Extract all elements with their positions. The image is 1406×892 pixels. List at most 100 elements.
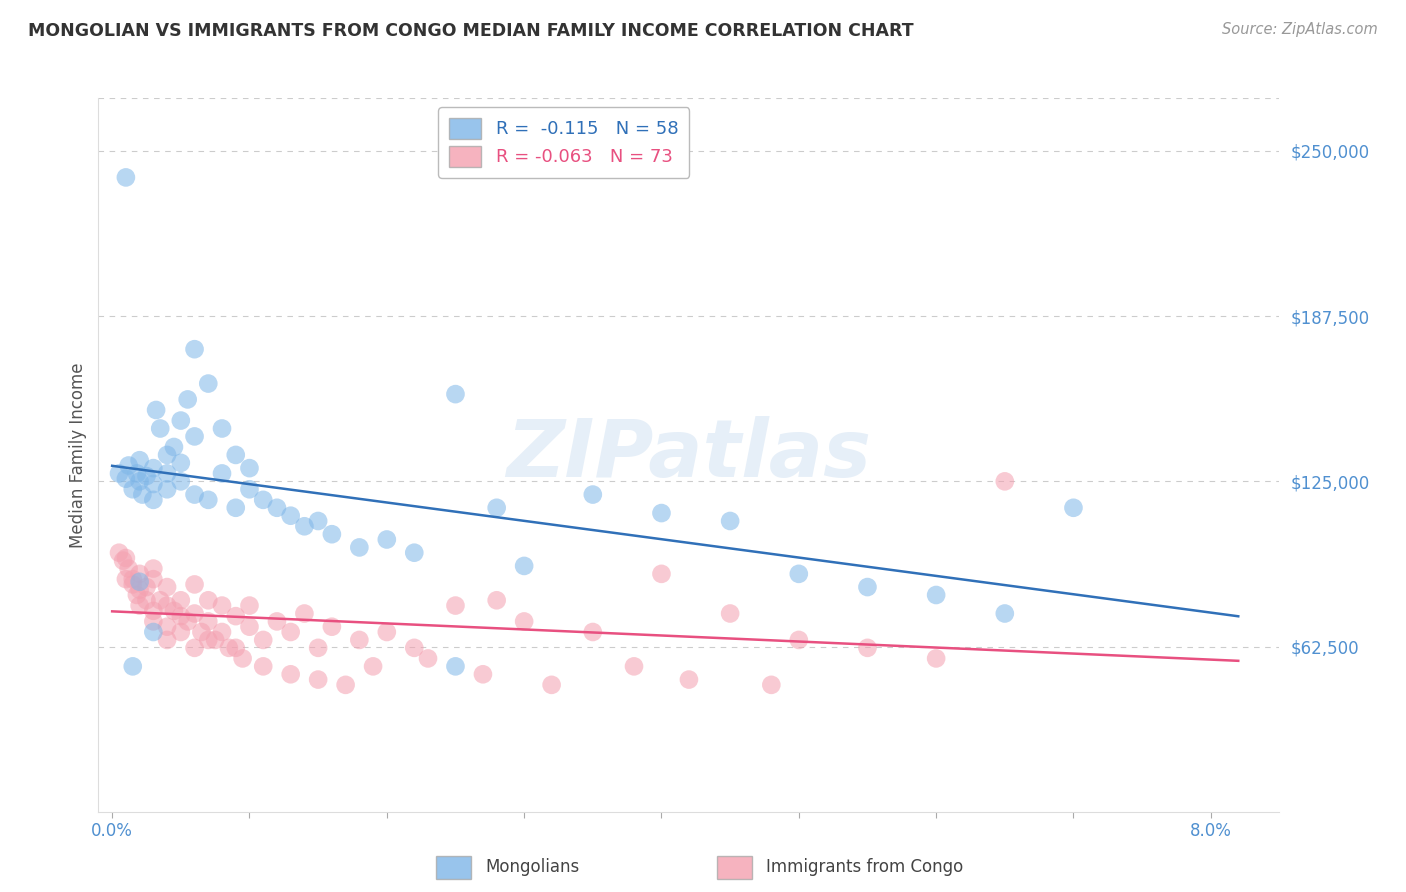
Point bbox=[115, 170, 138, 185]
Point bbox=[128, 574, 150, 589]
Point bbox=[108, 546, 131, 560]
Point bbox=[218, 640, 240, 655]
Point bbox=[925, 588, 948, 602]
Point bbox=[211, 625, 233, 640]
Point bbox=[156, 632, 179, 647]
Point bbox=[190, 625, 212, 640]
Point bbox=[444, 599, 467, 613]
Point bbox=[349, 632, 371, 647]
Point bbox=[135, 593, 157, 607]
Text: Mongolians: Mongolians bbox=[485, 858, 579, 876]
Point bbox=[156, 483, 179, 497]
Point bbox=[582, 625, 605, 640]
Point bbox=[142, 561, 165, 575]
Point bbox=[121, 483, 143, 497]
Point bbox=[623, 659, 645, 673]
Point bbox=[128, 599, 150, 613]
Point bbox=[121, 577, 143, 591]
Point bbox=[112, 554, 135, 568]
Point bbox=[183, 577, 205, 591]
Point bbox=[404, 546, 426, 560]
Point bbox=[183, 429, 205, 443]
Point bbox=[321, 527, 343, 541]
Point bbox=[156, 620, 179, 634]
Point bbox=[149, 593, 172, 607]
Point bbox=[252, 492, 274, 507]
Point bbox=[125, 588, 148, 602]
Point bbox=[307, 640, 329, 655]
Point bbox=[994, 607, 1017, 621]
Point bbox=[197, 615, 219, 629]
Point bbox=[485, 593, 508, 607]
Point bbox=[142, 461, 165, 475]
Point bbox=[170, 593, 193, 607]
Point bbox=[225, 500, 247, 515]
Point bbox=[650, 506, 672, 520]
Point bbox=[197, 492, 219, 507]
Point bbox=[678, 673, 700, 687]
Point bbox=[444, 387, 467, 401]
Point bbox=[307, 514, 329, 528]
Point bbox=[650, 566, 672, 581]
Point bbox=[513, 558, 536, 573]
Point bbox=[142, 492, 165, 507]
Point bbox=[252, 632, 274, 647]
Point bbox=[238, 599, 260, 613]
Point bbox=[404, 640, 426, 655]
Point bbox=[115, 472, 138, 486]
Point bbox=[115, 551, 138, 566]
Point bbox=[349, 541, 371, 555]
Point bbox=[121, 572, 143, 586]
Point bbox=[121, 659, 143, 673]
Point bbox=[176, 615, 198, 629]
Text: ZIPatlas: ZIPatlas bbox=[506, 416, 872, 494]
Point bbox=[361, 659, 384, 673]
Point bbox=[170, 475, 193, 489]
Point bbox=[142, 625, 165, 640]
Point bbox=[266, 615, 288, 629]
Point bbox=[156, 467, 179, 481]
Point bbox=[125, 467, 148, 481]
Point bbox=[183, 640, 205, 655]
Point bbox=[156, 580, 179, 594]
Point bbox=[513, 615, 536, 629]
Point bbox=[718, 607, 741, 621]
Point bbox=[204, 632, 226, 647]
Point bbox=[444, 659, 467, 673]
Point bbox=[142, 572, 165, 586]
Point bbox=[280, 625, 302, 640]
Point bbox=[211, 599, 233, 613]
Point bbox=[108, 467, 131, 481]
Point bbox=[145, 403, 167, 417]
Text: MONGOLIAN VS IMMIGRANTS FROM CONGO MEDIAN FAMILY INCOME CORRELATION CHART: MONGOLIAN VS IMMIGRANTS FROM CONGO MEDIA… bbox=[28, 22, 914, 40]
Point bbox=[135, 469, 157, 483]
Point bbox=[142, 477, 165, 491]
Point bbox=[238, 620, 260, 634]
Point bbox=[135, 580, 157, 594]
Point bbox=[128, 475, 150, 489]
Point bbox=[718, 514, 741, 528]
Point bbox=[115, 572, 138, 586]
Point bbox=[321, 620, 343, 634]
Point bbox=[170, 456, 193, 470]
Y-axis label: Median Family Income: Median Family Income bbox=[69, 362, 87, 548]
Point bbox=[183, 487, 205, 501]
Point bbox=[416, 651, 439, 665]
Point bbox=[856, 580, 879, 594]
Point bbox=[471, 667, 494, 681]
Point bbox=[787, 632, 810, 647]
Point bbox=[252, 659, 274, 673]
Point bbox=[211, 421, 233, 435]
Point bbox=[117, 561, 139, 575]
Point bbox=[183, 342, 205, 356]
Point bbox=[142, 604, 165, 618]
Point bbox=[142, 615, 165, 629]
Point bbox=[211, 467, 233, 481]
Point bbox=[232, 651, 254, 665]
Point bbox=[163, 604, 186, 618]
Point bbox=[485, 500, 508, 515]
Point bbox=[170, 625, 193, 640]
Point bbox=[294, 607, 316, 621]
Text: Source: ZipAtlas.com: Source: ZipAtlas.com bbox=[1222, 22, 1378, 37]
Point bbox=[197, 376, 219, 391]
